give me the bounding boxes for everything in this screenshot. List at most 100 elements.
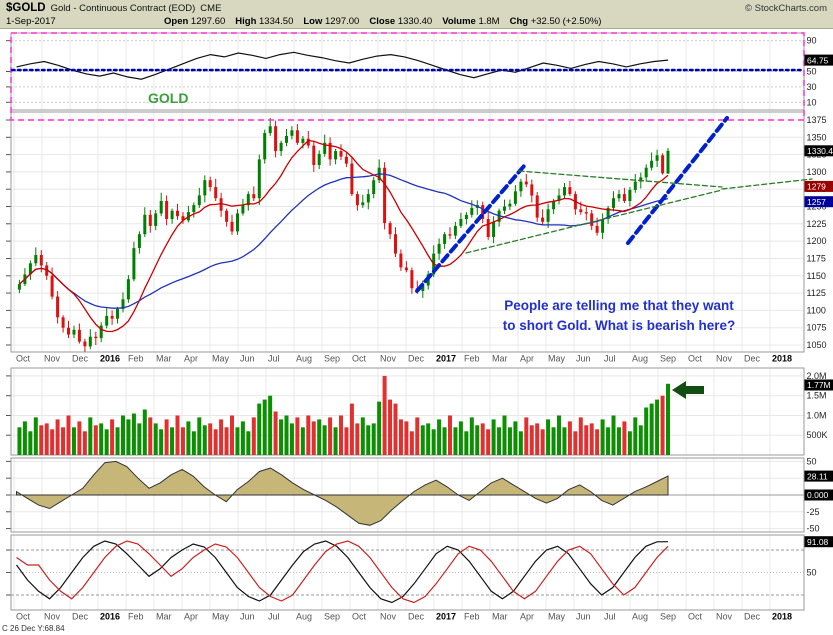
svg-text:Apr: Apr [520,612,534,622]
chart-title: Gold - Continuous Contract (EOD) [50,3,196,14]
momentum-area [16,460,669,526]
svg-text:Mar: Mar [492,612,508,622]
volume-value: 1.8M [478,16,500,27]
svg-text:Dec: Dec [744,354,761,364]
svg-text:Jul: Jul [268,612,280,622]
svg-text:Oct: Oct [16,612,31,622]
exchange-label: CME [200,3,222,14]
svg-text:2016: 2016 [100,354,120,364]
right-axis-labels: 9050301064.75137513501325130012751250122… [804,36,833,578]
svg-text:Sep: Sep [660,612,676,622]
quote-open: Open 1297.60 [164,16,225,27]
svg-text:May: May [548,354,566,364]
svg-text:Jun: Jun [576,612,591,622]
uptrend-line-1 [415,164,526,293]
svg-text:2017: 2017 [436,354,456,364]
svg-text:Dec: Dec [408,354,425,364]
svg-text:2018: 2018 [772,354,792,364]
svg-text:1075: 1075 [807,323,827,333]
svg-text:Oct: Oct [688,354,703,364]
svg-text:1100: 1100 [807,305,826,315]
quote-date: 1-Sep-2017 [6,16,56,27]
quote-low: Low 1297.00 [303,16,359,27]
ticker-symbol: $GOLD [6,2,46,14]
svg-text:Mar: Mar [492,354,508,364]
svg-text:Dec: Dec [72,612,89,622]
svg-text:1.5M: 1.5M [807,391,827,401]
svg-text:Feb: Feb [128,354,144,364]
volume-arrow [672,381,704,399]
svg-text:91.08: 91.08 [807,537,829,547]
svg-text:Jul: Jul [268,354,280,364]
svg-text:2016: 2016 [100,612,120,622]
svg-text:Nov: Nov [716,612,733,622]
svg-text:1330.40: 1330.40 [807,146,833,156]
low-label: Low [303,16,323,27]
svg-text:64.75: 64.75 [807,55,829,65]
svg-text:Jun: Jun [576,354,591,364]
svg-text:1125: 1125 [807,288,826,298]
uptrend-line-2 [626,116,729,245]
quote-change: Chg +32.50 (+2.50%) [510,16,602,27]
svg-text:1279: 1279 [807,182,826,192]
svg-text:2.0M: 2.0M [807,371,827,381]
wedge-upper-line [518,170,723,188]
bearish-note: People are telling me that they want to … [428,296,810,336]
svg-text:1300: 1300 [807,167,827,177]
volume-bars [17,375,670,455]
high-value: 1334.50 [259,16,294,27]
gridlines [6,33,804,610]
bearish-note-line2: to short Gold. What is bearish here? [502,318,736,333]
svg-text:28.11: 28.11 [807,471,828,481]
quote-row: 1-Sep-2017 Open 1297.60 High 1334.50 Low… [6,16,827,27]
svg-text:500K: 500K [807,430,828,440]
svg-text:1175: 1175 [807,254,826,264]
header-bar: $GOLD Gold - Continuous Contract (EOD) C… [0,0,833,29]
svg-text:Feb: Feb [128,612,144,622]
open-label: Open [164,16,189,27]
svg-text:Oct: Oct [352,354,367,364]
svg-text:Dec: Dec [744,612,761,622]
open-value: 1297.60 [190,16,226,27]
svg-text:1200: 1200 [807,236,827,246]
svg-text:Aug: Aug [632,612,648,622]
wedge-lower-line [465,189,723,254]
copyright: © StockCharts.com [745,3,827,14]
svg-text:1.77M: 1.77M [807,380,831,390]
svg-text:Oct: Oct [688,612,703,622]
svg-text:1050: 1050 [807,340,827,350]
svg-text:1.0M: 1.0M [807,411,827,421]
wedge-apex-extension [721,178,813,190]
svg-text:Jul: Jul [604,612,616,622]
svg-text:-50: -50 [807,524,820,534]
close-label: Close [369,16,396,27]
close-value: 1330.40 [397,16,433,27]
svg-text:0.000: 0.000 [807,490,829,500]
svg-text:Sep: Sep [324,612,340,622]
svg-text:50: 50 [807,456,817,466]
svg-text:Oct: Oct [16,354,31,364]
svg-text:Apr: Apr [184,354,198,364]
svg-text:Jun: Jun [240,612,255,622]
svg-text:1225: 1225 [807,219,827,229]
panel-borders [10,32,805,611]
high-label: High [235,16,257,27]
svg-text:Nov: Nov [44,354,61,364]
quote-close: Close 1330.40 [369,16,432,27]
svg-text:1375: 1375 [807,115,827,125]
svg-text:1257: 1257 [807,197,826,207]
volume-label: Volume [442,16,476,27]
svg-text:Aug: Aug [296,354,312,364]
quote-high: High 1334.50 [235,16,293,27]
change-value: +32.50 (+2.50%) [530,16,602,27]
svg-text:Aug: Aug [632,354,648,364]
low-value: 1297.00 [325,16,360,27]
svg-text:Dec: Dec [408,612,425,622]
rsi-line [16,51,669,80]
svg-text:Feb: Feb [464,612,480,622]
moving-averages [18,139,669,333]
bearish-note-line1: People are telling me that they want [504,298,734,313]
resistance-box [10,32,805,121]
